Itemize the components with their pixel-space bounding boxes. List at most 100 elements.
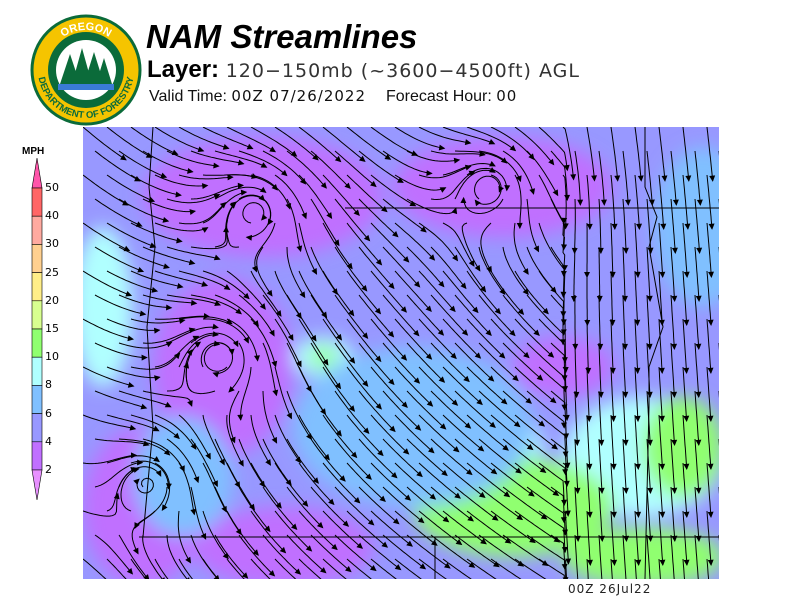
streamline bbox=[334, 198, 370, 241]
streamline bbox=[610, 174, 616, 229]
streamline bbox=[646, 486, 652, 541]
streamline-arrow bbox=[344, 182, 351, 190]
streamline bbox=[238, 486, 271, 532]
streamline bbox=[442, 366, 483, 405]
streamline-arrow bbox=[487, 375, 495, 382]
streamline bbox=[466, 510, 511, 544]
streamline bbox=[154, 414, 197, 450]
legend-tick-label: 6 bbox=[45, 406, 52, 420]
streamline-arrow bbox=[334, 155, 342, 163]
streamline-arrow bbox=[367, 519, 375, 526]
streamline bbox=[706, 462, 712, 517]
streamline bbox=[358, 486, 400, 524]
streamline-arrow bbox=[219, 458, 225, 466]
streamline-arrow bbox=[394, 564, 402, 571]
streamline bbox=[346, 127, 391, 160]
streamline-arrow bbox=[346, 262, 353, 270]
streamline bbox=[706, 174, 713, 229]
streamline-arrow bbox=[492, 561, 500, 568]
streamline-arrow bbox=[291, 523, 298, 531]
streamline-arrow bbox=[401, 401, 408, 408]
streamline-arrow bbox=[350, 451, 358, 459]
streamline-arrow bbox=[512, 374, 519, 382]
streamline bbox=[502, 342, 543, 381]
streamline-arrow bbox=[185, 556, 192, 564]
streamline bbox=[178, 202, 226, 225]
streamline bbox=[322, 366, 355, 412]
streamline bbox=[466, 167, 508, 191]
streamline bbox=[478, 534, 524, 567]
streamline bbox=[154, 335, 199, 368]
streamline bbox=[574, 486, 579, 541]
streamline-arrow bbox=[187, 400, 193, 407]
streamline bbox=[298, 270, 327, 318]
streamlines bbox=[83, 127, 719, 579]
wind-speed-legend bbox=[31, 157, 43, 501]
streamline bbox=[130, 460, 169, 489]
streamline bbox=[394, 222, 435, 261]
streamline-arrow bbox=[162, 217, 170, 223]
streamline-arrow bbox=[610, 463, 617, 471]
streamline-arrow bbox=[660, 223, 667, 230]
legend-arrow-above bbox=[31, 157, 43, 189]
streamline-arrow bbox=[331, 288, 338, 295]
streamline bbox=[130, 222, 182, 242]
streamline bbox=[480, 222, 492, 272]
streamline bbox=[573, 246, 576, 301]
streamline bbox=[358, 294, 394, 337]
streamline bbox=[370, 462, 411, 501]
streamline bbox=[274, 366, 292, 419]
legend-swatch-40-50 bbox=[31, 187, 43, 217]
streamline bbox=[94, 246, 144, 272]
streamline bbox=[142, 150, 193, 173]
streamline-arrow bbox=[305, 545, 313, 552]
streamline bbox=[166, 438, 199, 483]
streamline bbox=[358, 534, 401, 570]
legend-tick-label: 15 bbox=[45, 322, 59, 335]
streamline bbox=[682, 366, 688, 421]
streamline-arrow bbox=[331, 543, 338, 551]
streamline bbox=[190, 486, 207, 540]
streamline-arrow bbox=[695, 295, 702, 302]
streamline-arrow bbox=[197, 146, 205, 153]
streamline-arrow bbox=[400, 354, 408, 361]
streamline-arrow bbox=[683, 559, 690, 567]
streamline-arrow bbox=[474, 264, 481, 272]
streamline bbox=[406, 438, 448, 476]
streamline bbox=[334, 438, 372, 480]
streamline bbox=[322, 127, 366, 162]
streamline-arrow bbox=[587, 559, 593, 567]
streamline-arrow bbox=[148, 196, 156, 203]
streamline bbox=[670, 486, 676, 541]
streamline-arrow bbox=[222, 144, 230, 150]
streamline-arrow bbox=[561, 217, 568, 225]
streamline bbox=[502, 438, 546, 473]
streamline bbox=[382, 390, 421, 431]
streamline bbox=[214, 186, 266, 200]
streamline bbox=[242, 202, 265, 224]
legend-unit: MPH bbox=[22, 146, 45, 157]
streamline bbox=[130, 414, 180, 439]
streamline bbox=[370, 558, 397, 579]
streamline bbox=[418, 270, 456, 312]
streamline bbox=[694, 438, 700, 493]
streamline bbox=[250, 174, 291, 209]
streamline bbox=[238, 534, 275, 577]
streamline bbox=[490, 414, 533, 450]
streamline-arrow bbox=[397, 177, 404, 183]
streamline bbox=[418, 414, 460, 452]
wind-speed-region bbox=[193, 507, 373, 579]
streamline-arrow bbox=[388, 378, 395, 386]
streamline-arrow bbox=[428, 254, 436, 261]
streamline-arrow bbox=[388, 282, 395, 290]
streamline bbox=[226, 558, 245, 579]
streamline-arrow bbox=[237, 414, 244, 421]
streamline-arrow bbox=[504, 184, 511, 192]
streamline-arrow bbox=[522, 288, 529, 296]
streamline bbox=[106, 174, 155, 202]
streamline bbox=[130, 174, 181, 196]
streamline bbox=[670, 342, 675, 397]
streamline bbox=[658, 127, 666, 181]
streamline-arrow bbox=[634, 367, 641, 375]
streamline bbox=[658, 558, 661, 579]
